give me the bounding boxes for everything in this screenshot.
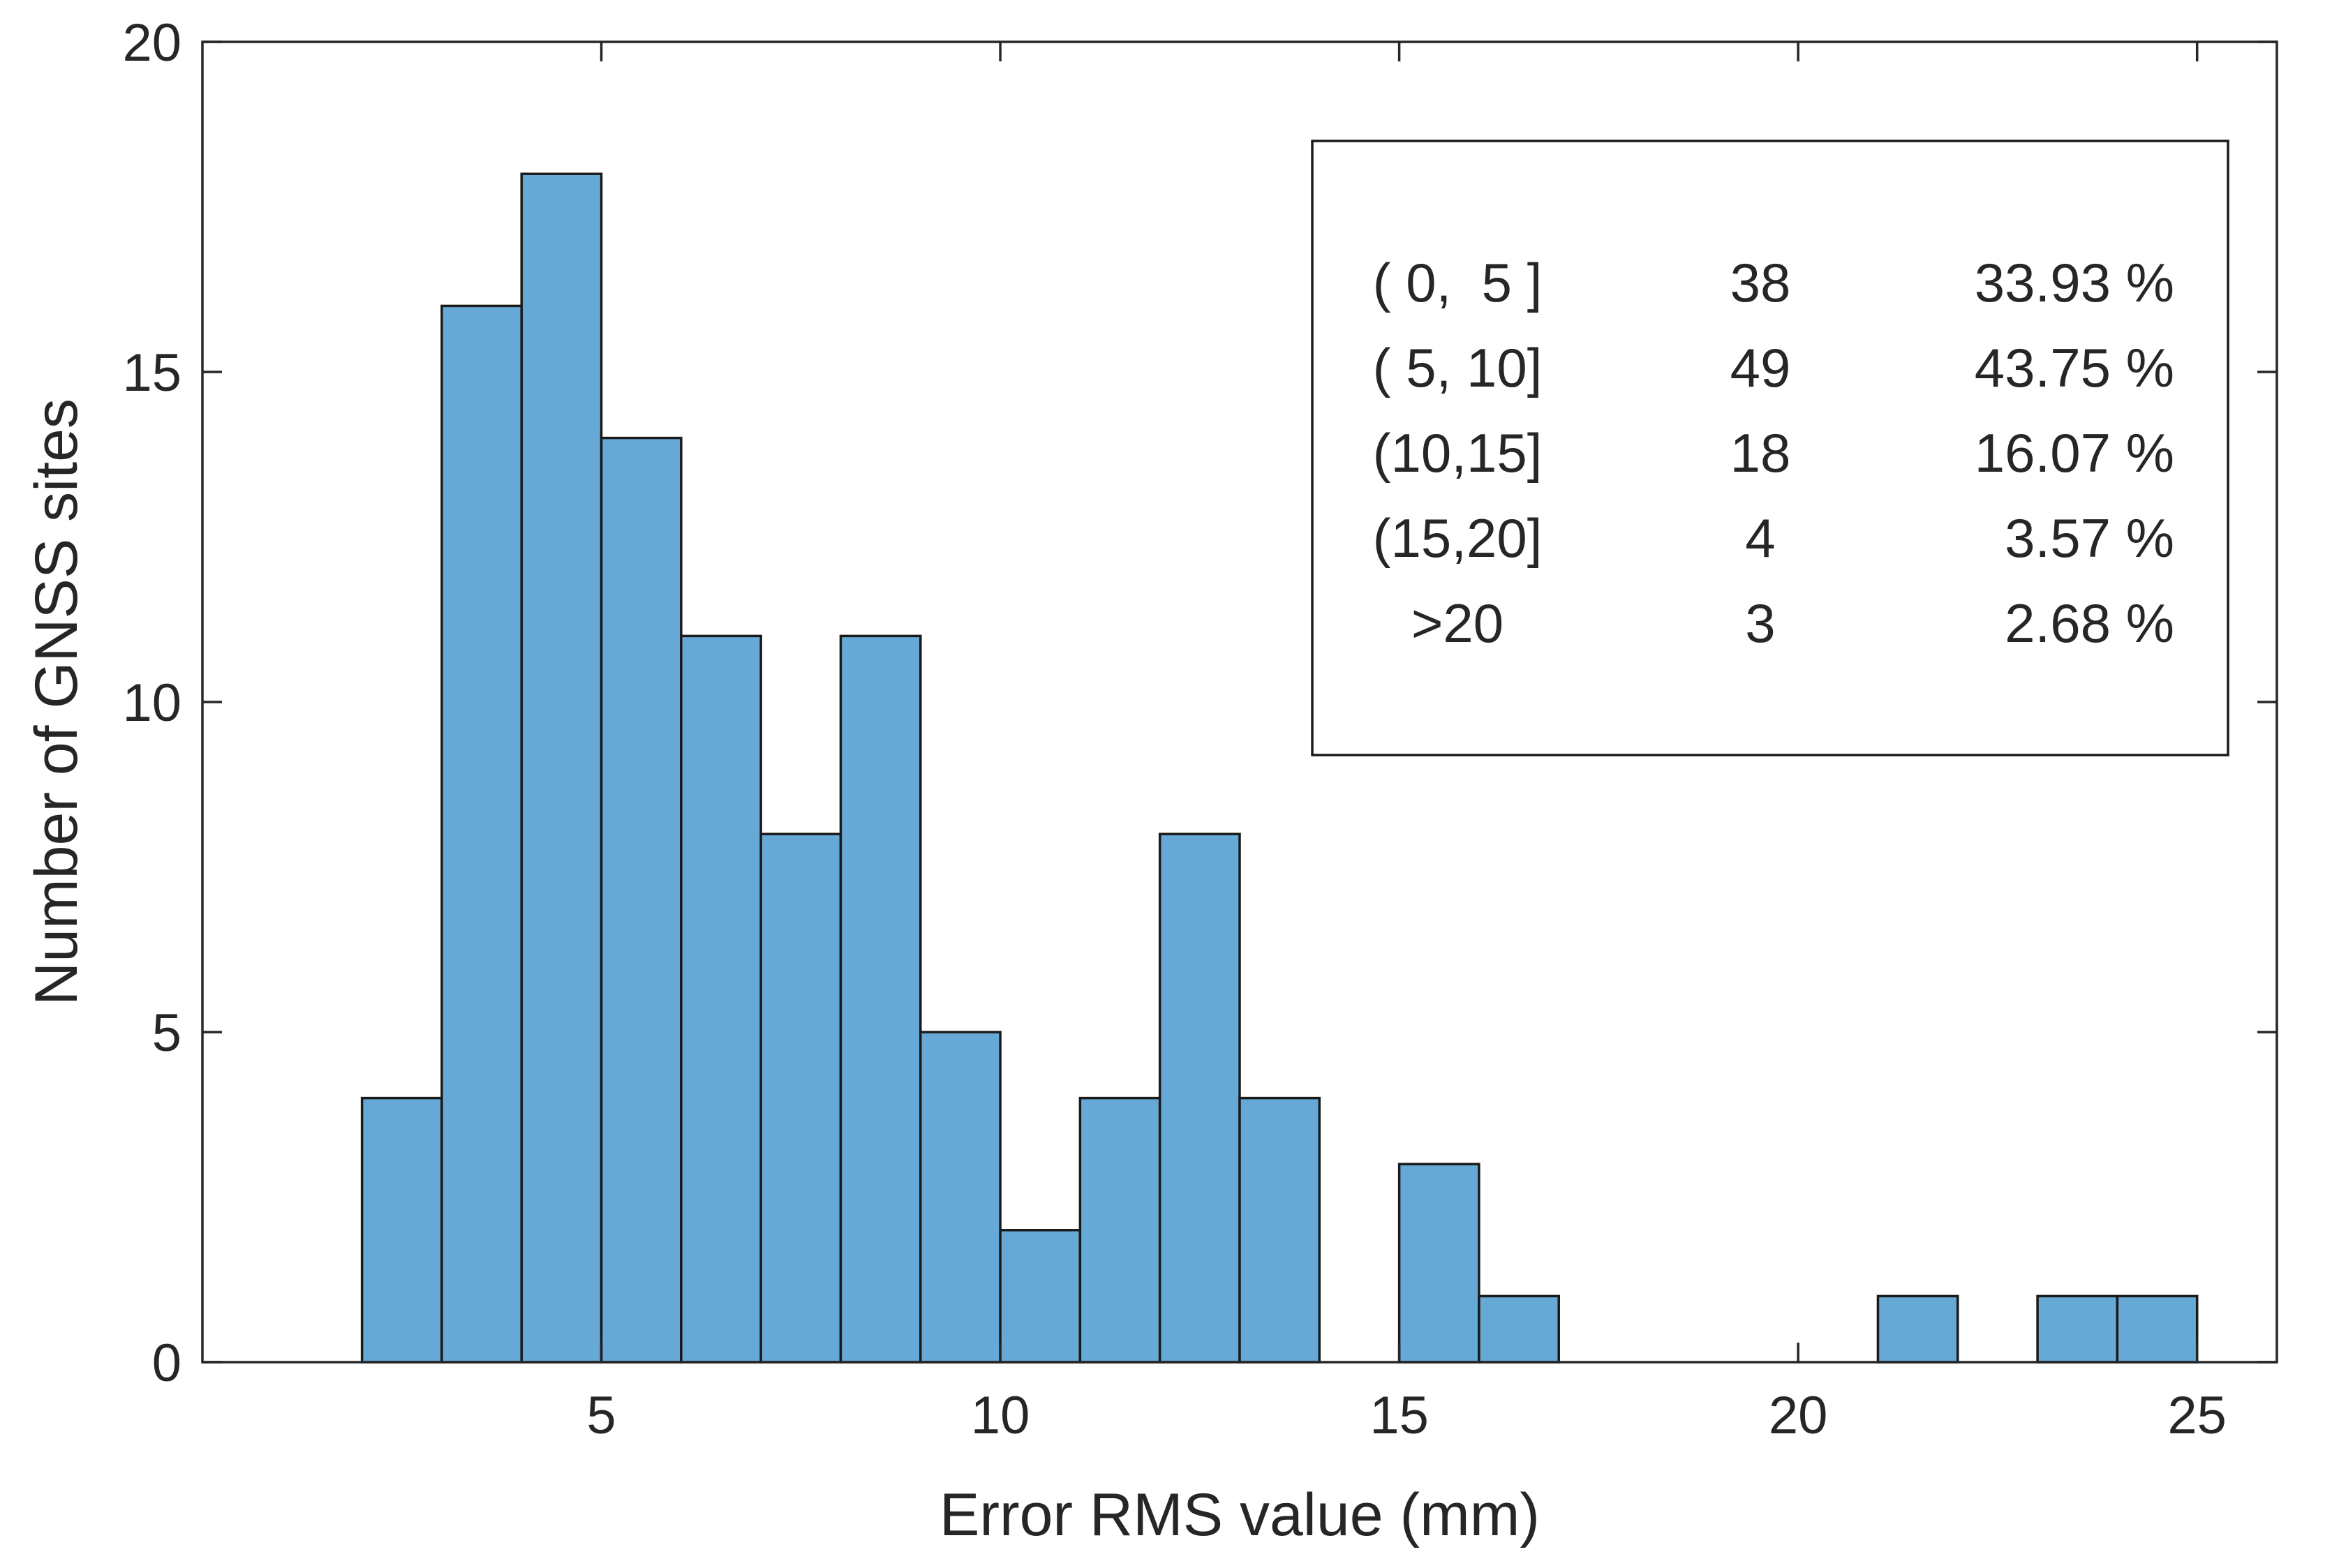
y-tick-label: 0 <box>152 1334 181 1393</box>
legend-count: 38 <box>1730 252 1791 313</box>
histogram-bar <box>1238 1096 1321 1364</box>
legend-rows: ( 0, 5 ] 38 33.93 % ( 5, 10] 49 43.75 % (10,15… <box>1373 252 2174 654</box>
y-axis-title: Number of GNSS sites <box>23 398 90 1006</box>
histogram-bar <box>919 1031 1002 1364</box>
x-tick-label: 5 <box>586 1386 616 1445</box>
y-tick-label: 15 <box>122 343 181 403</box>
ticks-group <box>202 40 2277 1364</box>
legend-count: 49 <box>1730 337 1791 398</box>
legend-table: ( 0, 5 ] 38 33.93 % ( 5, 10] 49 43.75 % (10,15… <box>1311 140 2229 756</box>
legend-percent: 3.57 % <box>2005 507 2174 569</box>
legend-range: (10,15] <box>1373 422 1543 484</box>
histogram-bar <box>440 304 523 1364</box>
legend-percent: 2.68 % <box>2005 592 2174 654</box>
legend-count: 4 <box>1745 507 1775 569</box>
histogram-bar <box>839 634 922 1364</box>
legend-range: ( 5, 10] <box>1373 337 1543 398</box>
histogram-bar <box>1876 1294 1959 1364</box>
histogram-bar <box>360 1096 443 1364</box>
histogram-bar <box>680 634 762 1364</box>
histogram-bar <box>759 832 842 1364</box>
legend-count: 18 <box>1730 422 1791 484</box>
bars-group <box>360 172 2199 1364</box>
x-tick-label: 10 <box>971 1386 1030 1445</box>
legend-percent: 43.75 % <box>1975 337 2174 398</box>
y-tick-label: 20 <box>122 13 181 73</box>
y-tick-label: 10 <box>122 673 181 733</box>
legend-count: 3 <box>1745 592 1775 654</box>
histogram-bar <box>1078 1096 1161 1364</box>
histogram-bar <box>1397 1163 1480 1364</box>
legend-percent: 16.07 % <box>1975 422 2174 484</box>
legend-percent: 33.93 % <box>1975 252 2174 313</box>
histogram-bar <box>999 1229 1082 1364</box>
legend-box <box>1311 140 2229 756</box>
legend-range: (15,20] <box>1373 507 1543 569</box>
y-tick-label: 5 <box>152 1003 181 1063</box>
histogram-bar <box>600 436 683 1364</box>
histogram-bar <box>2036 1294 2119 1364</box>
legend-range: ( 0, 5 ] <box>1373 252 1543 313</box>
histogram-bar <box>2116 1294 2199 1364</box>
legend-range: >20 <box>1411 592 1503 654</box>
histogram-bar <box>520 172 603 1364</box>
x-tick-label: 15 <box>1369 1386 1429 1445</box>
histogram-bar <box>1158 832 1241 1364</box>
tick-labels-group: 5 10 15 20 25 0 5 10 15 20 <box>122 13 2227 1445</box>
x-tick-label: 20 <box>1769 1386 1828 1445</box>
x-tick-label: 25 <box>2167 1386 2227 1445</box>
histogram-bar <box>1478 1294 1560 1364</box>
x-axis-title: Error RMS value (mm) <box>940 1481 1540 1548</box>
